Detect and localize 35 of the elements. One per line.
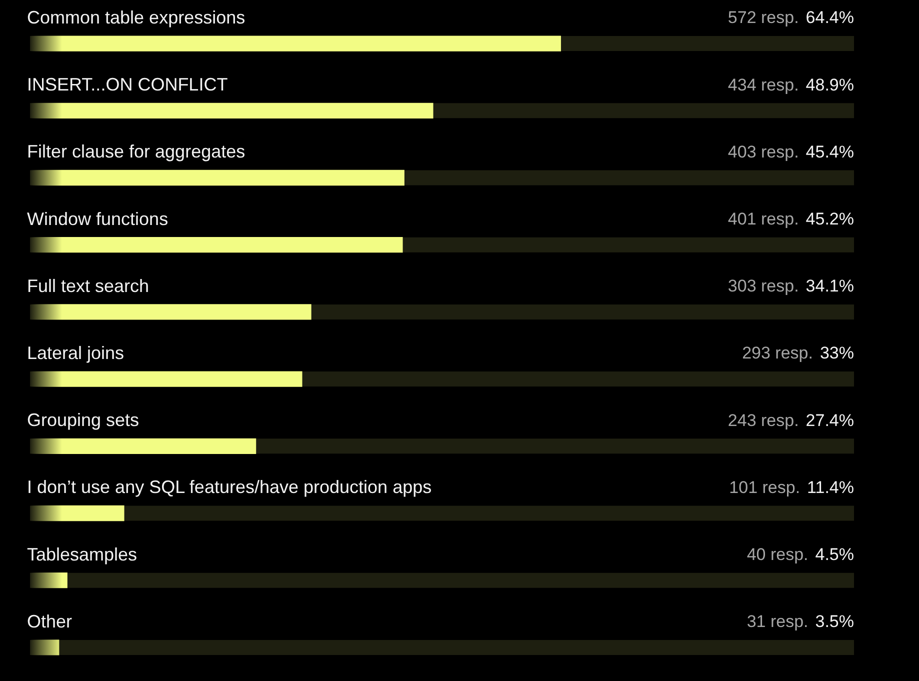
bar (30, 438, 256, 454)
data-label: 45.2% (806, 210, 854, 229)
annotation: 434 resp. (728, 75, 799, 94)
bar (30, 505, 124, 522)
annotation: 293 resp. (742, 344, 813, 363)
y-tick-label: I don’t use any SQL features/have production apps (27, 477, 432, 498)
y-tick-label: Tablesamples (27, 544, 138, 564)
annotation: 303 resp. (728, 276, 799, 296)
data-label: 27.4% (806, 410, 854, 430)
y-tick-label: Filter clause for aggregates (27, 142, 246, 162)
data-label: 3.5% (815, 612, 854, 632)
data-label: 4.5% (815, 545, 854, 564)
y-tick-label: Full text search (27, 276, 150, 296)
y-tick-label: Lateral joins (27, 343, 124, 364)
data-label: 48.9% (806, 75, 854, 94)
data-label: 45.4% (806, 142, 854, 162)
y-tick-label: Other (27, 611, 72, 632)
bar (30, 640, 60, 656)
y-tick-label: Common table expressions (27, 8, 246, 28)
annotation: 401 resp. (728, 210, 799, 229)
y-tick-label: Window functions (27, 208, 168, 229)
annotation: 572 resp. (728, 8, 799, 28)
annotation: 101 resp. (729, 478, 800, 497)
data-label: 64.4% (806, 8, 854, 28)
data-label: 11.4% (807, 478, 854, 497)
annotation: 243 resp. (728, 410, 799, 430)
y-tick-label: Grouping sets (27, 410, 140, 430)
data-label: 33% (820, 344, 854, 363)
annotation: 31 resp. (746, 612, 808, 632)
annotation: 40 resp. (746, 545, 808, 564)
bar (30, 371, 302, 387)
bar (30, 572, 68, 588)
y-tick-label: INSERT...ON CONFLICT (27, 74, 228, 95)
data-label: 34.1% (806, 276, 854, 296)
annotation: 403 resp. (728, 142, 799, 162)
